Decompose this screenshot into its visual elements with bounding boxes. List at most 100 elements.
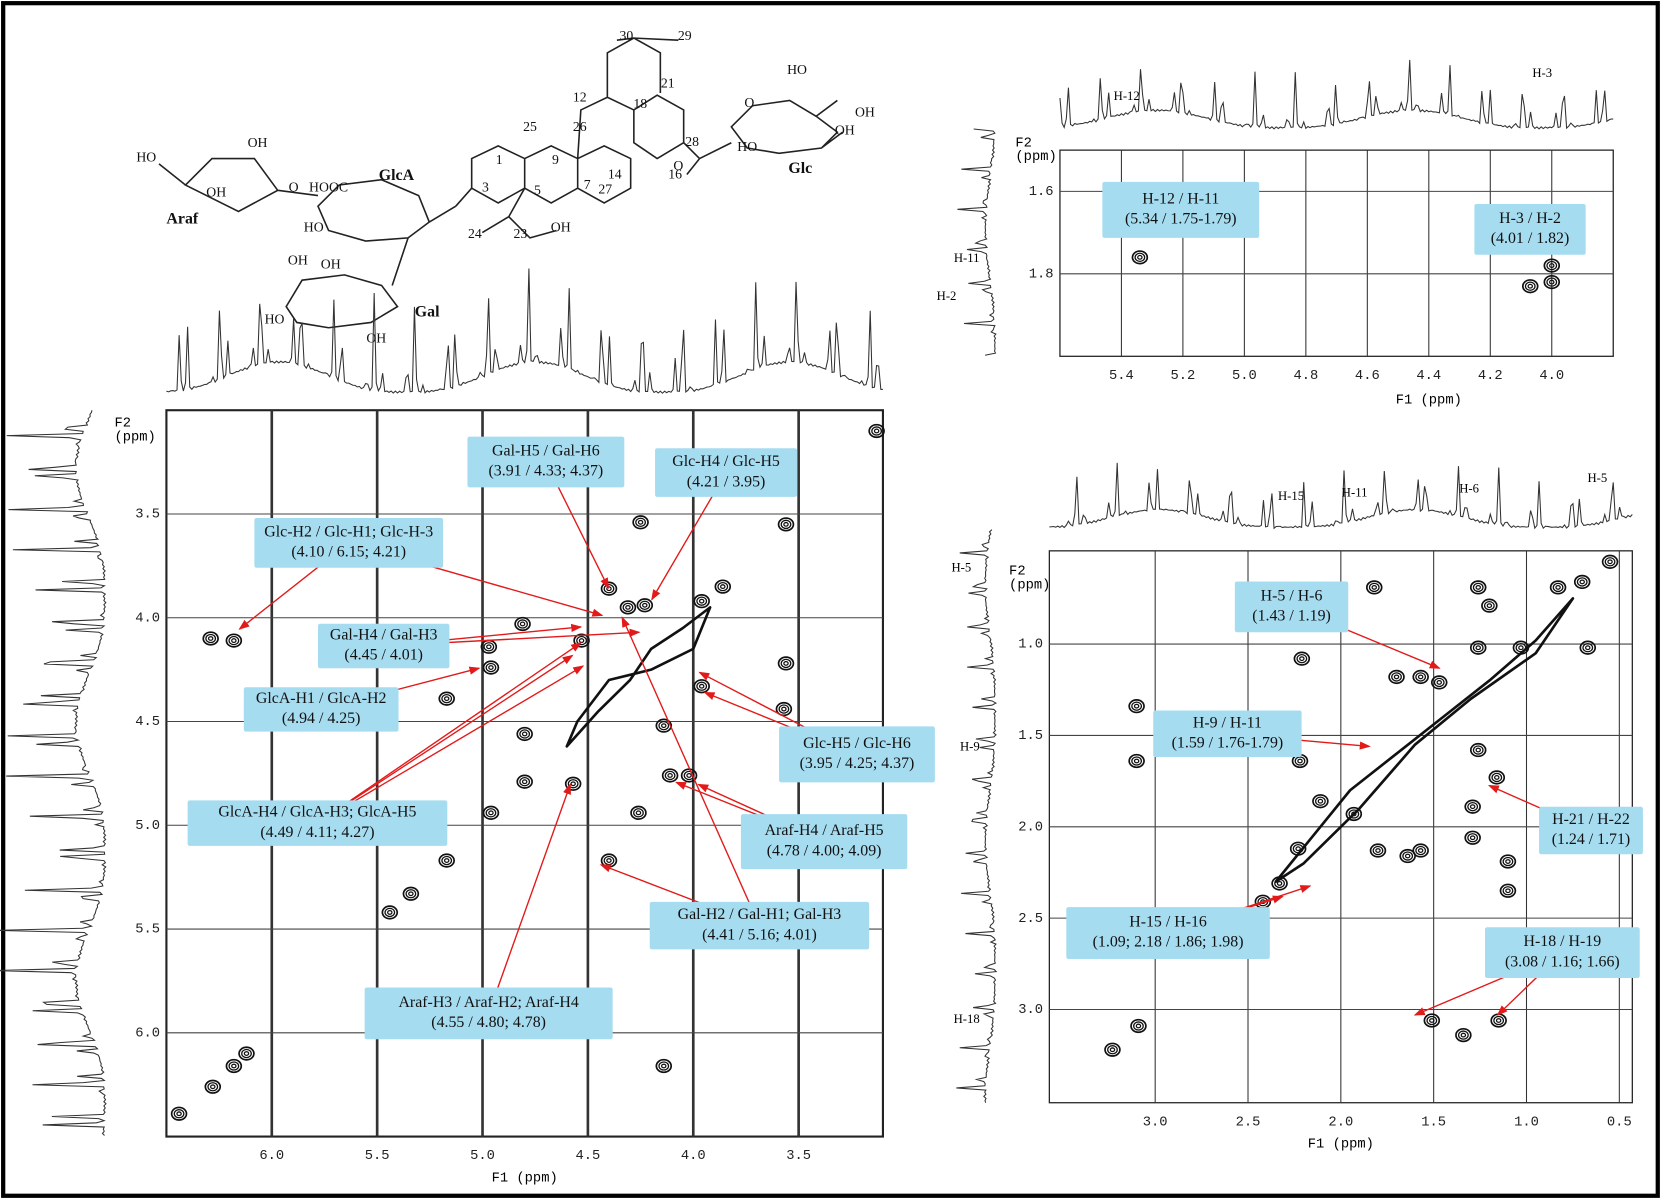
contour-ring	[438, 691, 455, 706]
y-tick-label: 2.0	[1018, 820, 1043, 835]
contour-ring	[519, 777, 531, 787]
contour-ring	[871, 426, 883, 436]
contour-ring	[1604, 557, 1616, 567]
contour-ring	[1293, 651, 1311, 666]
contour-ring	[1412, 843, 1429, 858]
contour-ring	[1543, 274, 1561, 290]
annotation-text: H-9 / H-11	[1193, 714, 1262, 731]
annotation-text: GlcA-H1 / GlcA-H2	[256, 690, 387, 707]
x-axis-label: F1 (ppm)	[1308, 1137, 1374, 1153]
contour-ring	[783, 660, 789, 666]
annotation-text: H-5 / H-6	[1261, 587, 1323, 604]
contour-ring	[1375, 848, 1381, 853]
contour-ring	[1292, 844, 1304, 854]
contour-ring	[1426, 1015, 1438, 1026]
contour-ring	[1481, 598, 1498, 613]
cross-peak	[1399, 848, 1416, 864]
annotation-text: Glc-H4 / Glc-H5	[672, 453, 780, 470]
annotation-text: Gal-H5 / Gal-H6	[492, 443, 600, 460]
annotation-text: (4.55 / 4.80; 4.78)	[431, 1014, 546, 1031]
cross-peak	[777, 517, 795, 532]
contour-ring	[1495, 1018, 1502, 1023]
x-tick-label: 5.2	[1171, 369, 1196, 384]
contour-ring	[720, 584, 726, 590]
contour-ring	[516, 726, 533, 742]
contour-ring	[205, 633, 217, 644]
contour-ring	[1436, 679, 1442, 685]
contour-ring	[387, 910, 393, 915]
contour-ring	[633, 808, 644, 818]
structure-label: O	[289, 179, 299, 194]
contour-ring	[228, 1061, 240, 1071]
contour-ring	[635, 810, 642, 816]
y-tick-label: 1.0	[1018, 638, 1043, 653]
cross-peak	[225, 633, 243, 648]
cross-peak	[482, 805, 500, 820]
annotation-text: H-18 / H-19	[1524, 933, 1602, 950]
contour-ring	[1317, 798, 1324, 804]
contour-ring	[625, 604, 631, 610]
contour-ring	[516, 774, 533, 789]
contour-ring	[243, 1051, 250, 1056]
contour-ring	[1131, 701, 1143, 711]
contour-ring	[1467, 833, 1479, 843]
cross-peak	[204, 1079, 222, 1094]
cross-peak	[1601, 554, 1619, 569]
contour-ring	[441, 855, 453, 866]
cross-peak	[238, 1046, 255, 1061]
structure-label: OH	[206, 185, 226, 200]
y-tick-label: 1.8	[1029, 267, 1054, 282]
contour-ring	[1134, 252, 1146, 263]
contour-ring	[1469, 835, 1476, 841]
contour-ring	[1475, 747, 1481, 753]
annotation-text: (4.21 / 3.95)	[687, 473, 766, 490]
contour-ring	[655, 1058, 673, 1074]
cross-peak	[1412, 843, 1429, 858]
contour-ring	[210, 1084, 216, 1090]
contour-ring	[775, 701, 793, 717]
y-tick-label: 4.0	[135, 611, 160, 626]
projection-top	[1059, 59, 1614, 130]
annotation-box	[655, 448, 798, 497]
contour-ring	[1351, 811, 1357, 817]
contour-ring	[1546, 260, 1558, 271]
contour-ring	[1546, 277, 1558, 287]
arrow	[487, 783, 571, 1014]
annotation-box	[779, 726, 935, 783]
structure-label: HO	[136, 150, 156, 165]
structure-label: OH	[835, 122, 855, 137]
contour-ring	[1128, 699, 1145, 714]
y-axis-label: F2	[114, 417, 131, 432]
cross-peak	[1469, 640, 1487, 655]
cross-peak	[1289, 841, 1307, 856]
annotation-box	[1474, 204, 1586, 255]
contour-ring	[1483, 600, 1495, 611]
contour-ring	[1295, 846, 1301, 852]
annotation-text: H-21 / H-22	[1552, 811, 1630, 828]
contour-ring	[238, 1046, 255, 1061]
annotation-text: H-3 / H-2	[1499, 210, 1561, 227]
structure-label: HO	[265, 312, 285, 327]
contour-ring	[1549, 580, 1567, 595]
cross-peak	[170, 1106, 188, 1121]
contour-ring	[1294, 756, 1306, 766]
projection-left	[957, 128, 997, 356]
y-tick-label: 6.0	[135, 1026, 160, 1041]
projection-label: H-3	[1532, 66, 1552, 80]
diagonal-contour	[565, 606, 712, 748]
annotation-text: Glc-H2 / Glc-H1; Glc-H-3	[264, 524, 433, 541]
contour-ring	[1133, 703, 1140, 709]
structure-label: 16	[668, 167, 682, 182]
contour-ring	[1491, 772, 1503, 783]
structure-label: Gal	[415, 304, 440, 321]
contour-ring	[1429, 1018, 1435, 1023]
contour-ring	[632, 515, 649, 530]
contour-ring	[1417, 674, 1424, 680]
annotation-text: Araf-H3 / Araf-H2; Araf-H4	[398, 994, 578, 1011]
contour-ring	[1107, 1045, 1118, 1055]
cross-peak	[1543, 274, 1561, 290]
contour-ring	[1524, 281, 1536, 291]
contour-ring	[241, 1048, 252, 1059]
structure-label: 28	[685, 134, 699, 149]
